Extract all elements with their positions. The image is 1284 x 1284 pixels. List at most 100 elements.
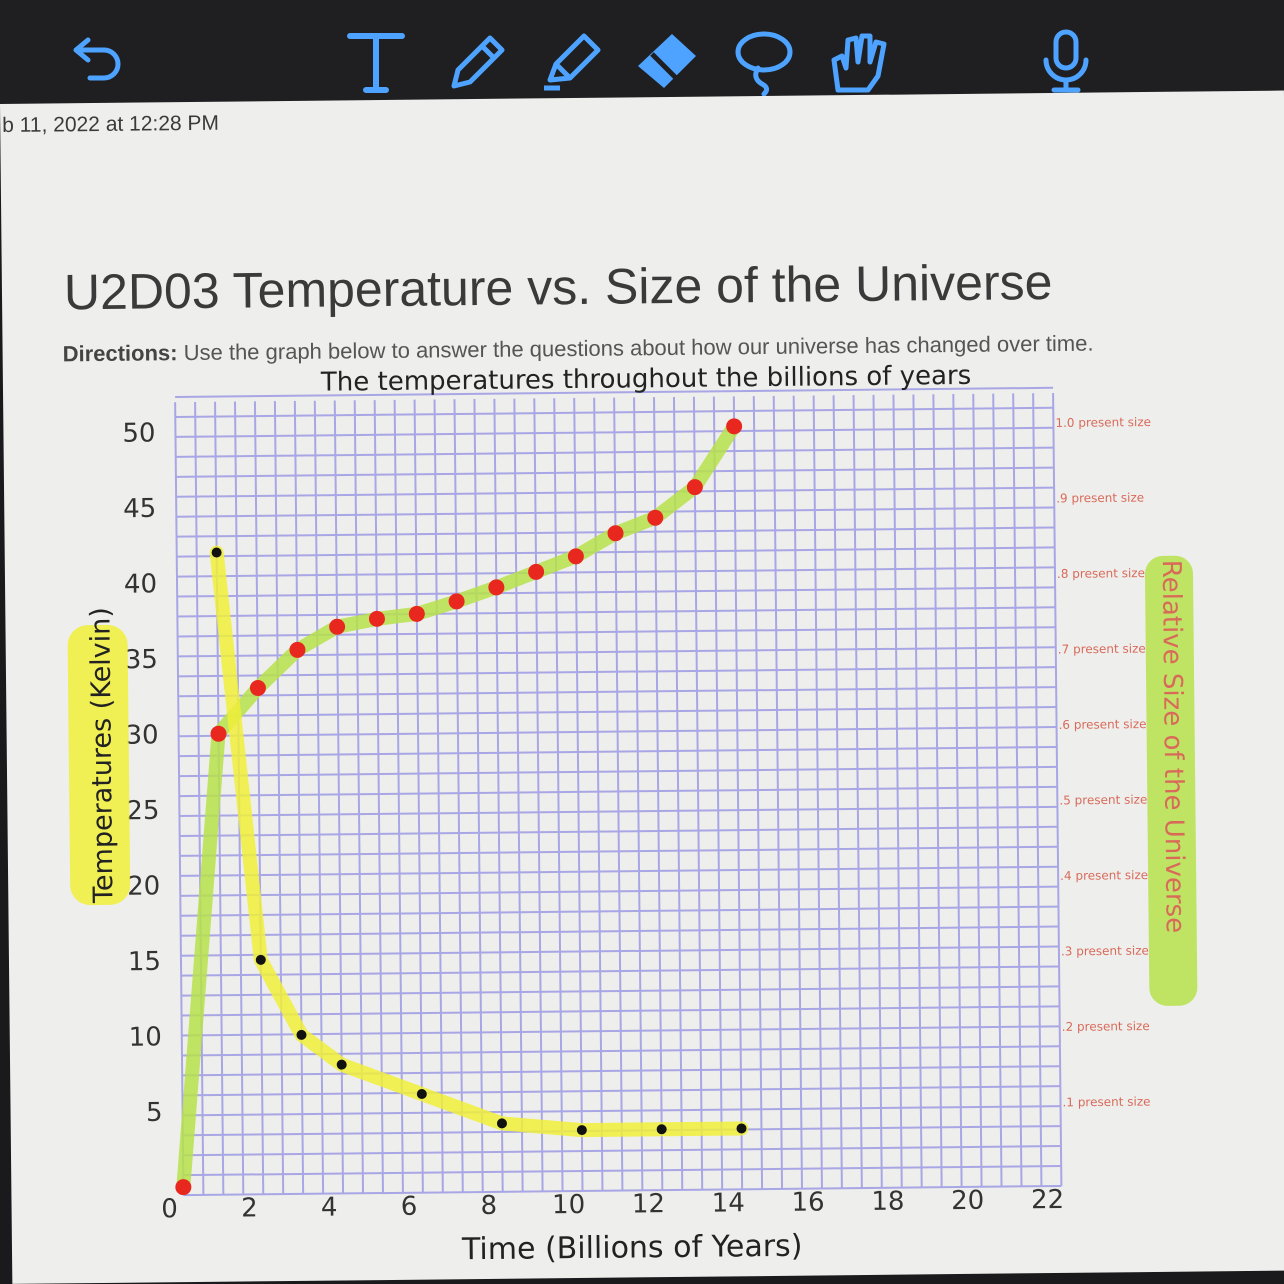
text-tool-icon[interactable] — [336, 20, 416, 100]
y-tick-label: 50 — [122, 418, 155, 448]
x-tick-label: 8 — [480, 1191, 497, 1221]
grid-line-horizontal — [180, 945, 1059, 957]
y-tick-label: 20 — [127, 871, 160, 901]
grid-line-vertical — [852, 395, 863, 1189]
x-tick-label: 14 — [712, 1188, 745, 1218]
grid-line-vertical — [373, 400, 384, 1194]
x-tick-label: 12 — [632, 1189, 665, 1219]
grid-line-vertical — [712, 396, 724, 1190]
grid-line-vertical — [533, 398, 544, 1192]
grid-line-horizontal — [183, 1145, 1061, 1157]
y2-axis-ticks: .1 present size .2 present size .3 present… — [1055, 415, 1151, 1110]
data-point-series-1 — [329, 618, 346, 635]
grid-line-vertical — [972, 393, 983, 1187]
y-tick-label: 25 — [126, 796, 159, 826]
y-tick-label: 35 — [125, 645, 158, 675]
grid-line-vertical — [573, 397, 584, 1191]
grid-line-vertical — [772, 395, 784, 1189]
grid-line-horizontal — [180, 925, 1059, 937]
grid-line-vertical — [253, 401, 265, 1195]
graph-grid — [174, 386, 1063, 1197]
grid-line-vertical — [653, 397, 664, 1191]
grid-line-vertical — [553, 398, 564, 1192]
grid-line-horizontal — [181, 965, 1060, 977]
grid-line-vertical — [473, 399, 484, 1193]
grid-line-vertical — [313, 400, 325, 1194]
grid-line-horizontal — [178, 686, 1057, 698]
grid-line-vertical — [892, 394, 903, 1188]
y-label-highlight — [67, 624, 131, 906]
microphone-icon[interactable] — [1026, 20, 1106, 100]
y-tick-label: 30 — [125, 720, 158, 750]
grid-line-horizontal — [179, 845, 1058, 857]
grid-line-vertical — [453, 399, 464, 1193]
grid-line-horizontal — [177, 586, 1056, 598]
grid-line-horizontal — [181, 1005, 1060, 1017]
y2-tick-label: .9 present size — [1056, 491, 1144, 506]
grid-line-vertical — [812, 395, 823, 1189]
x-tick-label: 6 — [401, 1192, 418, 1222]
x-tick-label: 2 — [241, 1193, 258, 1223]
grid-line-horizontal — [176, 486, 1055, 498]
y2-tick-label: .4 present size — [1060, 868, 1148, 883]
data-point-series-1 — [249, 680, 266, 697]
eraser-tool-icon[interactable] — [626, 20, 706, 100]
grid-line-horizontal — [178, 706, 1057, 718]
y2-tick-label: 1.0 present size — [1055, 415, 1151, 430]
grid-line-horizontal — [179, 785, 1058, 798]
y2-tick-label: .1 present size — [1062, 1095, 1150, 1110]
x-axis-label: Time (Billions of Years) — [461, 1229, 803, 1268]
highlighter-tool-icon[interactable] — [530, 20, 610, 100]
drawing-toolbar — [0, 0, 1284, 108]
grid-line-vertical — [952, 394, 963, 1187]
grid-line-horizontal — [175, 426, 1054, 438]
x-tick-label: 10 — [552, 1190, 585, 1220]
data-point-series-1 — [567, 548, 584, 565]
grid-line-vertical — [273, 401, 285, 1195]
y2-axis-label: Relative Size of the Universe — [1156, 560, 1190, 934]
y2-tick-label: .2 present size — [1062, 1019, 1150, 1034]
grid-line-horizontal — [176, 506, 1055, 518]
grid-line-horizontal — [177, 646, 1056, 658]
chart-title: The temperatures throughout the billions… — [320, 361, 972, 398]
grid-line-vertical — [433, 399, 444, 1193]
grid-line-vertical — [932, 394, 943, 1188]
grid-line-vertical — [1032, 393, 1043, 1187]
grid-line-vertical — [912, 394, 923, 1188]
grid-line-vertical — [752, 396, 764, 1190]
grid-line-vertical — [1012, 393, 1023, 1187]
data-point-series-1 — [607, 525, 624, 542]
y-axis-label: Temperatures (Kelvin) — [85, 607, 119, 904]
grid-line-vertical — [413, 399, 424, 1193]
grid-line-horizontal — [176, 546, 1055, 558]
y-tick-label: 40 — [124, 569, 157, 599]
data-point-series-1 — [368, 610, 385, 627]
grid-line-horizontal — [183, 1164, 1062, 1177]
grid-line-vertical — [174, 402, 185, 1196]
grid-line-vertical — [832, 395, 843, 1189]
x-tick-label: 18 — [871, 1187, 904, 1217]
data-point-series-1 — [448, 593, 465, 610]
y2-tick-label: .7 present size — [1058, 642, 1146, 657]
grid-line-horizontal — [176, 566, 1055, 578]
data-point-series-2 — [255, 954, 266, 965]
y2-tick-label: .3 present size — [1061, 944, 1149, 959]
data-point-series-2 — [336, 1059, 347, 1070]
grid-line-horizontal — [178, 745, 1057, 758]
grid-line-vertical — [732, 396, 744, 1190]
grid-line-horizontal — [179, 765, 1058, 778]
grid-line-horizontal — [180, 865, 1059, 877]
x-tick-label: 0 — [161, 1194, 178, 1224]
grid-line-horizontal — [175, 386, 1054, 399]
lasso-tool-icon[interactable] — [722, 20, 802, 100]
data-point-series-2 — [296, 1029, 307, 1040]
pen-tool-icon[interactable] — [436, 20, 516, 100]
data-points — [175, 418, 747, 1196]
y-tick-label: 15 — [128, 947, 161, 977]
grid-line-horizontal — [182, 1085, 1061, 1097]
data-point-series-1 — [528, 563, 545, 580]
undo-icon[interactable] — [54, 20, 134, 100]
hand-tool-icon[interactable] — [818, 20, 898, 100]
grid-line-horizontal — [183, 1184, 1062, 1197]
